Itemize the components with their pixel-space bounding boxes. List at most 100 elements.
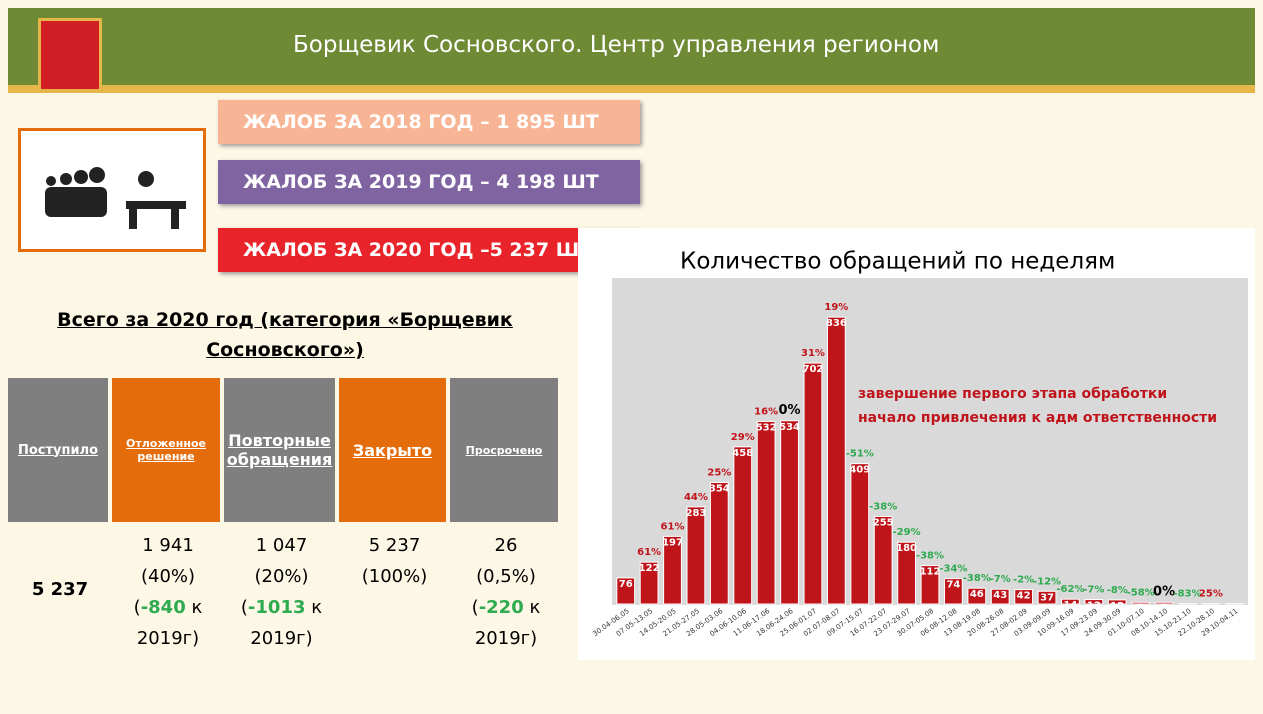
- change-label: 0%: [1153, 584, 1175, 599]
- change-label: -29%: [893, 527, 921, 538]
- annotation: завершение первого этапа обработки: [858, 386, 1167, 402]
- change-label: -83%: [1173, 589, 1201, 600]
- bar: [1037, 590, 1057, 605]
- value-label: 702: [803, 364, 824, 375]
- change-value: -840: [140, 597, 186, 618]
- change-value: -220: [478, 597, 524, 618]
- table-cell: 5 237 (100%): [339, 530, 450, 660]
- value-label: 14: [1063, 600, 1077, 611]
- badge: ЖАЛОБ ЗА 2020 ГОД –5 237 ШТ: [218, 228, 640, 272]
- bar: [733, 446, 753, 605]
- change-label: -7%: [1083, 585, 1104, 596]
- cell-line: 5 237: [31, 579, 89, 600]
- change-label: -8%: [1107, 585, 1128, 596]
- change-value: -1013: [247, 597, 306, 618]
- cell-line: (40%): [140, 566, 196, 587]
- change-label: -34%: [939, 564, 967, 575]
- cell-text: к: [523, 597, 541, 618]
- bar: [1061, 598, 1080, 605]
- cell-line: 5 237: [368, 535, 421, 556]
- change-label: -62%: [1056, 584, 1084, 595]
- bar: [616, 577, 636, 605]
- bar: [756, 420, 776, 605]
- value-label: 534: [779, 422, 800, 433]
- bar: [1131, 601, 1151, 605]
- table-caption: Всего за 2020 год (категория «Борщевик С…: [57, 309, 513, 361]
- table-header: Повторные обращения: [224, 378, 335, 522]
- table-cell: 26 (0,5%) (-220 к 2019г): [450, 530, 562, 660]
- value-label: 836: [826, 318, 847, 329]
- change-label: -2%: [1013, 575, 1034, 586]
- change-label: 61%: [661, 521, 685, 532]
- bar: [1084, 599, 1104, 605]
- bar: [920, 565, 940, 605]
- value-label: 13: [1087, 601, 1101, 612]
- bar: [850, 463, 870, 605]
- header: Борщевик Сосновского. Центр управления р…: [8, 8, 1255, 93]
- badge: ЖАЛОБ ЗА 2019 ГОД – 4 198 ШТ: [218, 160, 640, 204]
- change-label: 44%: [684, 492, 708, 503]
- bar: [639, 561, 659, 605]
- cell-line: (100%): [361, 566, 428, 587]
- value-label: 42: [1017, 591, 1031, 602]
- bar: [780, 420, 799, 605]
- change-label: 19%: [824, 302, 848, 313]
- bar: [663, 535, 682, 605]
- cell-line: (-1013 к: [224, 592, 339, 623]
- value-label: 409: [849, 465, 870, 476]
- change-label: 25%: [707, 468, 731, 479]
- table-header: Закрыто: [339, 378, 446, 522]
- bar: [1154, 601, 1174, 605]
- value-label: 5: [1137, 603, 1144, 614]
- table-cell: 1 047 (20%) (-1013 к 2019г): [224, 530, 339, 660]
- value-label: 1: [1231, 605, 1238, 616]
- change-label: -12%: [1033, 576, 1061, 587]
- change-label: -7%: [990, 574, 1011, 585]
- change-label: 25%: [1199, 589, 1223, 600]
- value-label: 37: [1040, 592, 1054, 603]
- cell-text: (: [471, 597, 479, 618]
- icon-drawing: [45, 167, 186, 229]
- queue-icon: [18, 128, 206, 252]
- change-label: -58%: [1127, 587, 1155, 598]
- cell-line: 26: [494, 535, 518, 556]
- table-cell: 1 941 (40%) (-840 к 2019г): [112, 530, 224, 660]
- cell-line: (-220 к: [450, 592, 562, 623]
- change-label: 29%: [731, 432, 755, 443]
- bar: [709, 482, 729, 605]
- table-header: Поступило: [8, 378, 108, 522]
- cell-text: к: [305, 597, 323, 618]
- value-label: 46: [970, 589, 984, 600]
- bar: [686, 506, 706, 605]
- change-label: -38%: [916, 551, 944, 562]
- change-label: 0%: [779, 403, 801, 418]
- bar: [967, 587, 987, 605]
- change-label: -51%: [846, 449, 874, 460]
- change-label: -38%: [963, 573, 991, 584]
- value-label: 74: [946, 580, 960, 591]
- bar: [1014, 589, 1034, 605]
- value-label: 76: [619, 579, 633, 590]
- annotation: начало привлечения к адм ответственности: [858, 410, 1217, 426]
- value-label: 255: [873, 517, 894, 528]
- bar: [944, 578, 963, 605]
- change-label: 16%: [754, 406, 778, 417]
- bar: [803, 362, 823, 605]
- header-title: Борщевик Сосновского. Центр управления р…: [293, 32, 940, 58]
- bar: [873, 515, 893, 605]
- bar: [897, 541, 916, 605]
- bar: [826, 316, 846, 605]
- cell-line: 2019г): [250, 628, 313, 649]
- cell-line: (20%): [254, 566, 309, 587]
- bar: [990, 588, 1010, 605]
- cell-text: (: [240, 597, 248, 618]
- value-label: 458: [732, 448, 753, 459]
- value-label: 283: [685, 508, 706, 519]
- value-label: 12: [1110, 601, 1124, 612]
- value-label: 354: [709, 484, 730, 495]
- cell-text: к: [185, 597, 203, 618]
- value-label: 5: [1161, 603, 1168, 614]
- table-header: Отложенное решение: [112, 378, 220, 522]
- cell-line: 1 941: [142, 535, 194, 556]
